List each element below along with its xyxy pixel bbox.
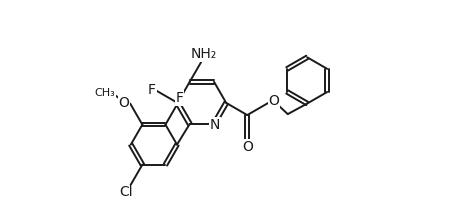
Text: O: O xyxy=(268,94,279,108)
Text: Cl: Cl xyxy=(120,185,133,198)
Text: F: F xyxy=(148,83,156,97)
Text: O: O xyxy=(118,96,129,110)
Text: N: N xyxy=(210,118,220,132)
Text: CH₃: CH₃ xyxy=(94,88,115,98)
Text: O: O xyxy=(242,140,253,154)
Text: NH₂: NH₂ xyxy=(191,47,217,61)
Text: F: F xyxy=(175,91,184,105)
